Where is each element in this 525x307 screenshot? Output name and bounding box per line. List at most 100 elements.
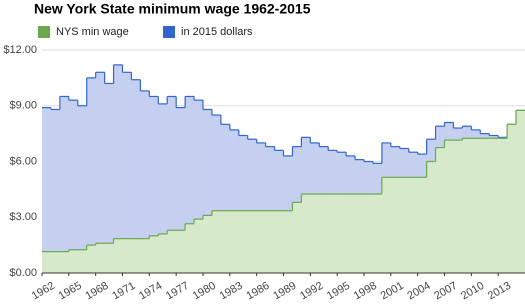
area-step [364, 194, 374, 273]
area-step [68, 249, 79, 273]
area-step [158, 233, 168, 273]
area-step [42, 251, 52, 273]
area-step [140, 90, 150, 273]
area-step [480, 138, 490, 273]
x-tick-label: 1968 [83, 280, 110, 303]
x-tick-label: 1980 [191, 280, 218, 303]
area-step [158, 103, 168, 274]
area-step [462, 138, 472, 273]
x-tick-label: 1989 [271, 280, 298, 303]
area-step [194, 100, 204, 273]
area-step [50, 109, 61, 273]
area-step [265, 210, 275, 273]
area-step [140, 238, 150, 273]
area-step [42, 107, 52, 273]
area-step [435, 147, 445, 273]
area-step [122, 72, 132, 273]
area-step [68, 100, 79, 273]
area-step [319, 194, 329, 273]
area-step [229, 129, 240, 273]
area-step [346, 194, 356, 273]
area-step [301, 194, 311, 273]
area-step [113, 238, 123, 273]
legend-swatch [163, 26, 175, 38]
area-step [516, 110, 525, 273]
area-step [507, 124, 517, 273]
area-step [337, 194, 347, 273]
area-step [176, 230, 186, 273]
y-tick-label: $12.00 [3, 44, 37, 56]
area-step [95, 243, 105, 273]
area-step [113, 64, 123, 273]
area-step [355, 194, 365, 273]
y-tick-label: $6.00 [9, 155, 37, 167]
area-step [390, 177, 401, 273]
area-step [444, 140, 454, 273]
x-tick-label: 2013 [486, 280, 513, 303]
x-tick-label: 1992 [298, 280, 325, 303]
area-step [220, 210, 231, 273]
x-tick-label: 1983 [218, 280, 245, 303]
area-step [203, 215, 213, 273]
area-step [489, 138, 499, 273]
x-tick-label: 1995 [325, 280, 352, 303]
area-step [426, 161, 436, 273]
area-step [59, 96, 70, 273]
area-step [381, 177, 392, 273]
x-tick-label: 2004 [405, 280, 432, 303]
y-tick-label: $0.00 [9, 267, 37, 279]
area-step [86, 245, 96, 273]
legend-swatch [38, 26, 50, 38]
area-step [417, 177, 427, 273]
chart-title: New York State minimum wage 1962-2015 [34, 1, 311, 17]
area-step [167, 96, 177, 273]
area-step [238, 210, 249, 273]
area-step [229, 210, 240, 273]
area-step [77, 105, 88, 273]
area-step [167, 230, 177, 273]
y-tick-label: $3.00 [9, 211, 37, 223]
area-step [50, 251, 61, 273]
area-step [131, 238, 141, 273]
area-step [328, 194, 338, 273]
legend-label: NYS min wage [56, 26, 129, 38]
x-tick-label: 2007 [432, 280, 459, 303]
area-step [131, 79, 141, 273]
area-step [265, 146, 275, 273]
x-tick-label: 1962 [30, 280, 57, 303]
area-step [104, 243, 114, 273]
x-tick-label: 2010 [459, 280, 486, 303]
x-tick-label: 1965 [57, 280, 84, 303]
area-step [283, 210, 293, 273]
area-step [211, 115, 222, 274]
area-step [211, 210, 222, 273]
legend-label: in 2015 dollars [181, 26, 253, 38]
area-step [274, 210, 284, 273]
area-step [372, 194, 383, 273]
area-step [185, 96, 195, 273]
x-tick-label: 1986 [244, 280, 271, 303]
area-step [86, 77, 96, 273]
area-step [77, 249, 88, 273]
step-connector [50, 64, 517, 164]
x-tick-label: 1971 [110, 280, 137, 303]
area-step [149, 96, 159, 273]
area-step [194, 219, 204, 273]
x-tick-label: 1977 [164, 280, 191, 303]
area-step [238, 135, 249, 273]
area-step [256, 210, 266, 273]
area-step [471, 138, 481, 273]
area-step [453, 140, 463, 273]
area-step [498, 138, 508, 273]
x-tick-label: 1998 [352, 280, 379, 303]
area-step [104, 83, 114, 273]
area-step [310, 194, 320, 273]
area-step [408, 177, 418, 273]
area-step [292, 202, 302, 273]
area-step [95, 72, 105, 273]
y-tick-label: $9.00 [9, 100, 37, 112]
area-step [256, 142, 266, 273]
area-step [203, 109, 213, 273]
x-tick-label: 1974 [137, 280, 164, 303]
